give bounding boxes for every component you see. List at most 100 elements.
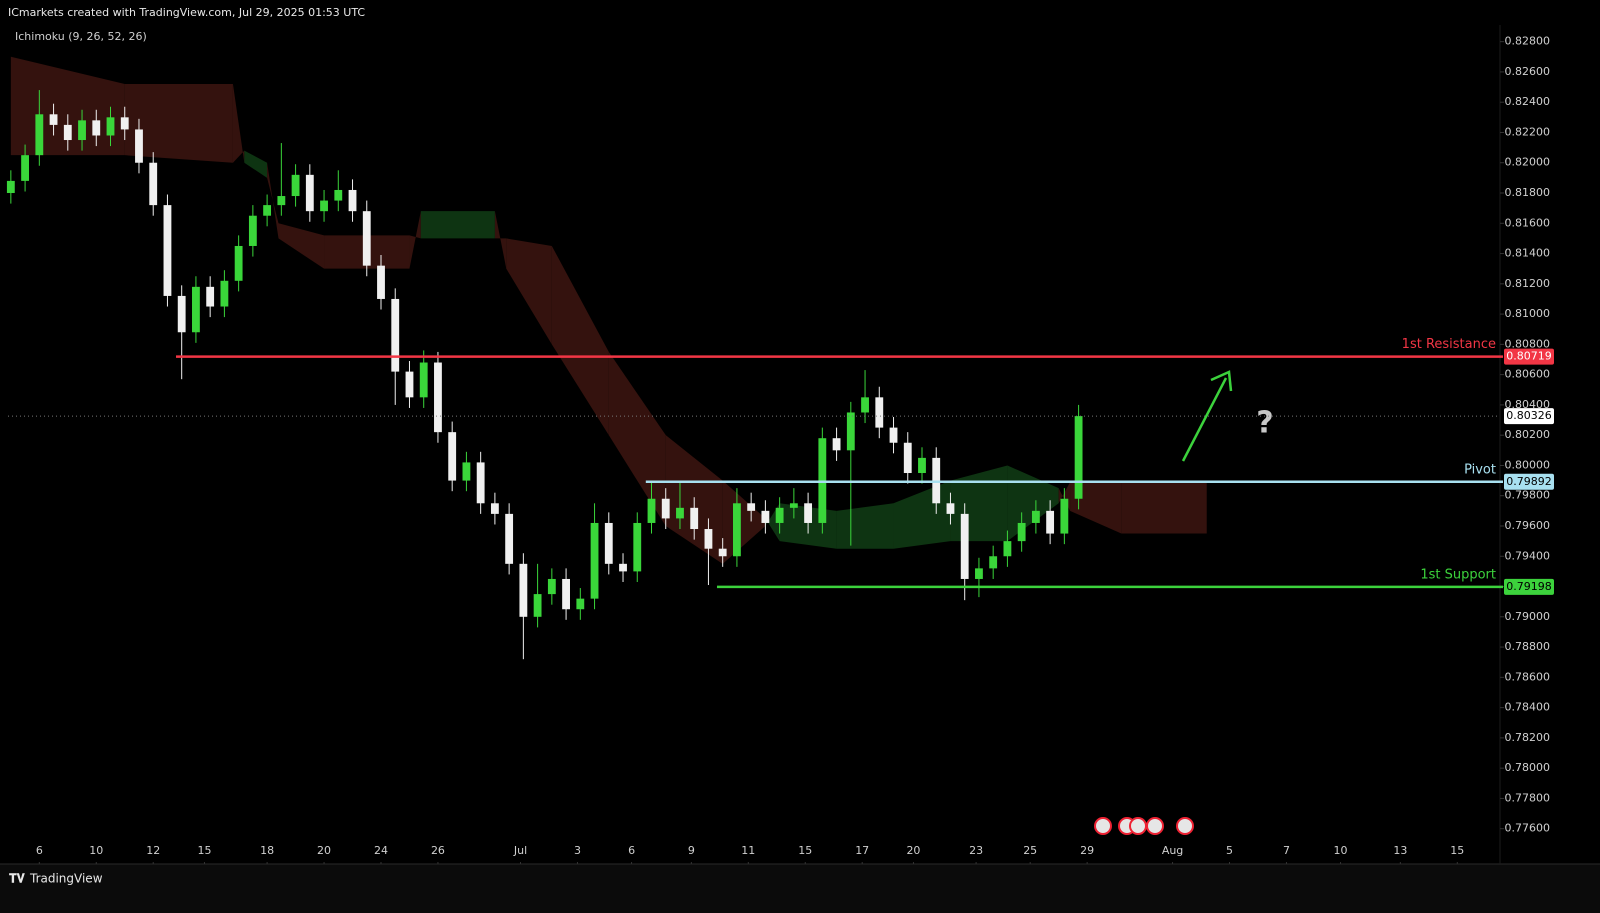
candle-body [604, 522, 613, 564]
candle-body [804, 503, 813, 523]
y-tick-label: 0.79400 [1505, 549, 1551, 562]
candle-body [505, 513, 514, 564]
candle-body [1046, 510, 1055, 534]
x-tick-label: 20 [906, 844, 920, 857]
cloud [836, 503, 894, 549]
candle-body [291, 174, 300, 197]
candle-body [989, 556, 998, 569]
x-tick-label: 13 [1393, 844, 1407, 857]
level-price: 0.80719 [1506, 350, 1552, 363]
candle-body [177, 295, 186, 333]
level-badge [1504, 348, 1554, 365]
x-tick-label: 5 [1226, 844, 1233, 857]
event-flag[interactable] [1129, 817, 1147, 835]
candle-body [1074, 416, 1083, 499]
x-tick-label: 18 [260, 844, 274, 857]
event-flag[interactable] [1146, 817, 1164, 835]
y-tick-label: 0.80400 [1505, 398, 1551, 411]
x-tick-label: 24 [374, 844, 388, 857]
arrow-shaft [1181, 377, 1228, 462]
x-tick-label: Jul [513, 844, 527, 857]
y-tick-label: 0.82400 [1505, 95, 1551, 108]
candle-body [35, 114, 44, 156]
logo: 𝐓𝐕 [9, 872, 26, 886]
candle-body [704, 529, 713, 549]
candle-body [661, 498, 670, 519]
cloud [409, 211, 421, 269]
candle-body [619, 563, 627, 572]
x-tick-label: Aug [1162, 844, 1183, 857]
y-tick-label: 0.82000 [1505, 156, 1551, 169]
candle-body [633, 522, 642, 572]
x-tick-label: 12 [146, 844, 160, 857]
candle-body [547, 578, 556, 595]
y-tick-label: 0.81200 [1505, 277, 1551, 290]
cloud [278, 223, 325, 269]
y-tick-label: 0.78000 [1505, 761, 1551, 774]
candle-body [320, 200, 328, 212]
candle-body [21, 155, 29, 181]
candle-body [761, 510, 770, 523]
candle-body [63, 124, 72, 141]
last-price-badge [1504, 408, 1554, 425]
candle-body [975, 568, 983, 579]
candle-body [775, 507, 784, 523]
candle-body [490, 503, 499, 514]
x-tick-label: 26 [431, 844, 445, 857]
footer-bar [0, 864, 1600, 913]
candle-body [903, 442, 912, 474]
arrow [1181, 370, 1233, 462]
y-tick-label: 0.79600 [1505, 519, 1551, 532]
level-name: 1st Support [1420, 567, 1496, 582]
x-tick-label: 25 [1023, 844, 1037, 857]
candle-body [220, 280, 229, 307]
candle-body [149, 162, 158, 206]
candle-body [277, 196, 286, 206]
candle-body [248, 215, 257, 246]
x-tick-label: 29 [1080, 844, 1094, 857]
candle-body [263, 205, 272, 216]
candle-body [434, 362, 442, 433]
candle-body [206, 286, 215, 307]
cloud [267, 162, 279, 239]
event-flag[interactable] [1176, 817, 1194, 835]
candle-body [875, 397, 884, 428]
candle-body [576, 598, 585, 610]
y-tick-label: 0.81600 [1505, 216, 1551, 229]
candle-body [462, 462, 471, 481]
candle-body [305, 174, 314, 212]
candle-body [846, 412, 855, 451]
cloud [124, 84, 233, 163]
indicator-label: Ichimoku (9, 26, 52, 26) [15, 30, 147, 43]
x-tick-label: 10 [1334, 844, 1348, 857]
level-badge [1504, 473, 1554, 490]
candle-body [405, 371, 414, 398]
x-tick-label: 6 [628, 844, 635, 857]
event-flag[interactable] [1094, 817, 1112, 835]
level-price: 0.79198 [1506, 580, 1552, 593]
y-tick-label: 0.81000 [1505, 307, 1551, 320]
candle-body [519, 563, 528, 617]
candle-body [135, 129, 143, 163]
candle-body [1003, 541, 1012, 557]
candle-body [747, 503, 756, 511]
candle-body [334, 189, 343, 201]
y-tick-label: 0.78600 [1505, 670, 1551, 683]
cloud [1070, 482, 1122, 534]
y-tick-label: 0.82600 [1505, 65, 1551, 78]
candle-body [918, 457, 926, 474]
level-name: 1st Resistance [1402, 337, 1496, 352]
level-name: Pivot [1464, 462, 1496, 477]
last-price-label: 0.80326 [1506, 409, 1552, 422]
y-tick-label: 0.77600 [1505, 822, 1551, 835]
y-tick-label: 0.80800 [1505, 337, 1551, 350]
candle-body [889, 427, 898, 443]
annotation: ? [1256, 406, 1273, 441]
x-tick-label: 3 [574, 844, 581, 857]
candle-body [163, 205, 172, 296]
y-tick-label: 0.79800 [1505, 489, 1551, 502]
y-tick-label: 0.80200 [1505, 428, 1551, 441]
candle-body [476, 462, 485, 504]
